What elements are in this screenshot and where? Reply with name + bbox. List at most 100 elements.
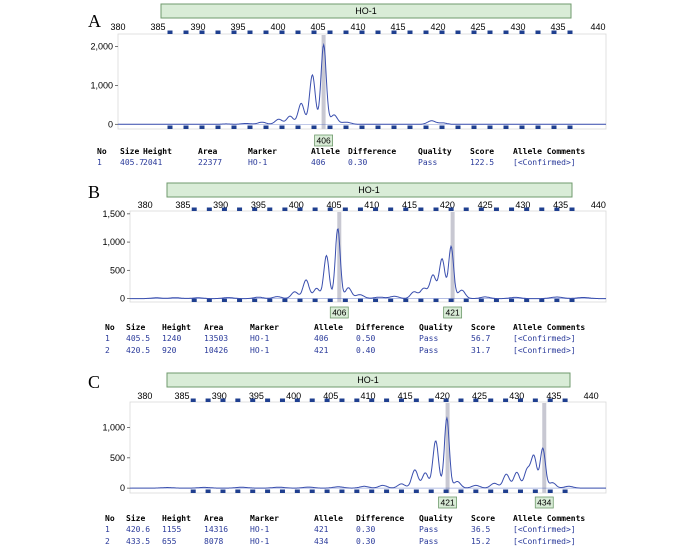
bin-mark-bottom	[388, 298, 394, 302]
table-header: Allele	[314, 514, 343, 523]
bin-mark-top	[488, 398, 494, 402]
panel-letter-a: A	[88, 11, 101, 31]
x-tick-label: 380	[137, 391, 152, 401]
x-tick-label: 425	[472, 391, 487, 401]
bin-mark-top	[532, 398, 538, 402]
bin-mark-bottom	[567, 125, 573, 129]
allele-call-box[interactable]	[443, 306, 463, 319]
bin-mark-bottom	[407, 125, 413, 129]
y-tick-label: 0	[108, 119, 113, 129]
x-tick-label: 385	[175, 391, 190, 401]
bin-mark-bottom	[391, 125, 397, 129]
bin-mark-top	[562, 398, 568, 402]
table-cell-allele: 421	[314, 346, 329, 355]
table-cell-comments: [<Confirmed>]	[513, 525, 576, 534]
x-tick-label: 420	[435, 391, 450, 401]
bin-mark-bottom	[569, 298, 575, 302]
table-cell-allele: 421	[314, 525, 329, 534]
marker-range-box[interactable]	[166, 372, 571, 388]
table-header: Quality	[419, 513, 453, 523]
marker-range-box[interactable]	[160, 3, 572, 19]
bin-mark-bottom	[517, 489, 523, 493]
bin-mark-bottom	[279, 489, 285, 493]
bin-mark-top	[357, 207, 363, 211]
bin-mark-bottom	[311, 125, 317, 129]
table-header: Score	[471, 323, 495, 332]
allele-call-box[interactable]	[534, 496, 554, 509]
table-header: Quality	[419, 322, 453, 332]
bin-mark-top	[250, 398, 256, 402]
bin-mark-bottom	[448, 298, 454, 302]
y-tick-label: 1,000	[90, 80, 113, 90]
bin-mark-top	[311, 30, 317, 34]
results-table: No Size Height Area Marker Allele Difference Qu…	[97, 146, 585, 167]
x-tick-label: 400	[286, 391, 301, 401]
allele-call-box[interactable]	[438, 496, 457, 509]
table-cell-size: 420.6	[126, 525, 150, 534]
table-cell-height: 1240	[162, 334, 181, 343]
bin-mark-bottom	[354, 489, 360, 493]
bin-mark-bottom	[250, 489, 256, 493]
marker-range-box[interactable]	[166, 182, 573, 198]
table-header: Score	[471, 514, 495, 523]
bin-mark-bottom	[295, 125, 301, 129]
table-cell-marker: HO-1	[250, 334, 269, 343]
table-cell-allele: 406	[314, 334, 329, 343]
bin-mark-top	[247, 30, 253, 34]
bin-mark-top	[535, 30, 541, 34]
bin-mark-bottom	[509, 298, 515, 302]
x-tick-label: 390	[212, 391, 227, 401]
allele-call-box[interactable]	[329, 306, 349, 319]
bin-mark-top	[428, 398, 434, 402]
x-tick-label: 400	[270, 22, 285, 32]
x-tick-label: 415	[402, 200, 417, 210]
bin-mark-top	[205, 398, 211, 402]
bin-mark-top	[423, 30, 429, 34]
results-table: No Size Height Area Marker Allele Difference Qu…	[105, 322, 585, 355]
bin-mark-top	[388, 207, 394, 211]
bin-mark-top	[324, 398, 330, 402]
y-tick-label: 1,000	[102, 422, 125, 432]
allele-call-box[interactable]	[314, 134, 334, 147]
table-cell-area: 13503	[204, 334, 228, 343]
bin-mark-bottom	[551, 125, 557, 129]
bin-mark-top	[354, 398, 360, 402]
table-cell-size: 420.5	[126, 346, 150, 355]
bin-mark-bottom	[503, 489, 509, 493]
x-tick-label: 395	[251, 200, 266, 210]
table-cell-no: 1	[105, 334, 110, 343]
plot-area[interactable]	[129, 401, 607, 494]
bin-mark-top	[342, 207, 348, 211]
bin-mark-bottom	[413, 489, 419, 493]
bin-mark-bottom	[282, 298, 288, 302]
table-header: Allele Comments	[513, 147, 585, 156]
bin-mark-top	[265, 398, 271, 402]
allele-call-label: 421	[446, 308, 460, 318]
table-cell-quality: Pass	[419, 537, 438, 546]
table-cell-height: 920	[162, 346, 177, 355]
bin-mark-top	[503, 398, 509, 402]
bin-mark-bottom	[423, 125, 429, 129]
bin-marks	[167, 30, 573, 129]
panel-c: C HO-1 380 385 390 395 400 405 410 415 420 425 430…	[88, 372, 607, 546]
allele-labels: 406 421	[329, 306, 463, 319]
table-cell-marker: HO-1	[250, 537, 269, 546]
bin-mark-bottom	[473, 489, 479, 493]
bin-mark-top	[418, 207, 424, 211]
bin-mark-top	[167, 30, 173, 34]
table-header: Allele Comments	[513, 323, 585, 332]
allele-call-label: 406	[332, 308, 346, 318]
bin-mark-bottom	[443, 489, 449, 493]
bin-mark-bottom	[433, 298, 439, 302]
plot-area[interactable]	[117, 33, 607, 130]
plot-area[interactable]	[129, 210, 607, 303]
bin-mark-bottom	[190, 489, 196, 493]
table-cell-no: 1	[97, 158, 102, 167]
table-cell-allele: 434	[314, 537, 329, 546]
bin-mark-bottom	[327, 298, 333, 302]
table-header: Size	[126, 322, 145, 332]
table-header: Area	[204, 514, 223, 523]
table-cell-difference: 0.40	[356, 346, 375, 355]
bin-mark-top	[509, 207, 515, 211]
x-tick-label: 385	[175, 200, 190, 210]
